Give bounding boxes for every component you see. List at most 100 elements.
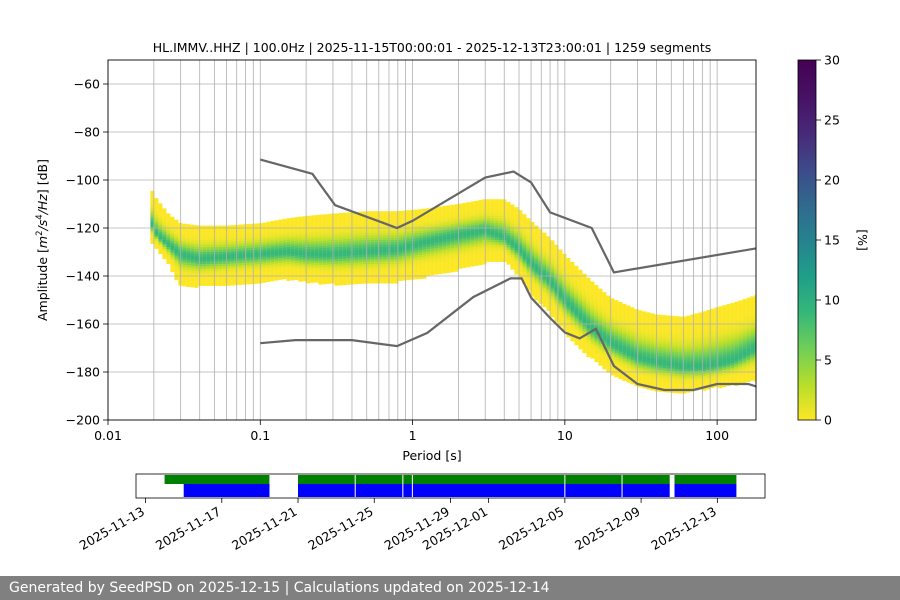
psd-density-cell bbox=[278, 248, 283, 252]
psd-density-cell bbox=[562, 256, 567, 259]
psd-density-cell bbox=[594, 357, 599, 360]
psd-density-cell bbox=[490, 237, 495, 241]
psd-density-cell bbox=[690, 386, 695, 390]
psd-density-cell bbox=[694, 378, 699, 381]
psd-density-cell bbox=[418, 235, 423, 239]
psd-density-cell bbox=[422, 232, 427, 236]
psd-density-cell bbox=[458, 213, 463, 216]
psd-density-cell bbox=[378, 235, 383, 238]
psd-density-cell bbox=[706, 350, 711, 354]
psd-density-cell bbox=[630, 319, 635, 322]
psd-density-cell bbox=[438, 230, 443, 234]
psd-density-cell bbox=[722, 341, 727, 344]
psd-density-cell bbox=[542, 304, 547, 308]
psd-density-cell bbox=[550, 305, 555, 308]
psd-density-cell bbox=[166, 220, 171, 224]
psd-density-cell bbox=[754, 321, 756, 325]
psd-density-cell bbox=[274, 227, 279, 231]
psd-density-cell bbox=[430, 250, 435, 254]
psd-density-cell bbox=[486, 225, 491, 229]
psd-density-cell bbox=[494, 249, 499, 253]
psd-density-cell bbox=[318, 217, 323, 220]
psd-density-cell bbox=[326, 226, 331, 229]
psd-density-cell bbox=[334, 278, 339, 281]
psd-density-cell bbox=[482, 228, 487, 231]
psd-density-cell bbox=[222, 254, 227, 258]
psd-density-cell bbox=[746, 333, 751, 337]
psd-density-cell bbox=[646, 343, 651, 347]
psd-density-cell bbox=[526, 220, 531, 224]
psd-density-cell bbox=[414, 235, 419, 239]
psd-density-cell bbox=[658, 331, 663, 335]
psd-density-cell bbox=[398, 266, 403, 269]
psd-density-cell bbox=[474, 260, 479, 264]
psd-density-cell bbox=[750, 334, 755, 338]
psd-density-cell bbox=[686, 315, 691, 319]
psd-density-cell bbox=[498, 240, 503, 243]
psd-density-cell bbox=[514, 238, 519, 241]
psd-density-cell bbox=[706, 360, 711, 364]
psd-density-cell bbox=[702, 356, 707, 360]
psd-density-cell bbox=[562, 309, 567, 312]
psd-density-cell bbox=[190, 270, 195, 273]
psd-density-cell bbox=[510, 240, 515, 244]
psd-density-cell bbox=[334, 218, 339, 221]
psd-density-cell bbox=[378, 225, 383, 229]
psd-density-cell bbox=[686, 341, 691, 345]
psd-density-cell bbox=[330, 220, 335, 224]
psd-density-cell bbox=[286, 261, 291, 265]
psd-density-cell bbox=[542, 290, 547, 293]
psd-density-cell bbox=[446, 251, 451, 254]
psd-density-cell bbox=[546, 267, 551, 271]
psd-density-cell bbox=[586, 299, 591, 302]
psd-density-cell bbox=[534, 242, 539, 246]
psd-density-cell bbox=[330, 242, 335, 246]
psd-density-cell bbox=[394, 259, 399, 262]
psd-density-cell bbox=[738, 319, 743, 323]
psd-density-cell bbox=[390, 218, 395, 222]
psd-density-cell bbox=[594, 359, 599, 363]
psd-density-cell bbox=[206, 280, 211, 284]
psd-density-cell bbox=[730, 336, 735, 340]
psd-density-cell bbox=[682, 390, 687, 394]
y-tick-label: −200 bbox=[66, 413, 100, 428]
psd-density-cell bbox=[346, 243, 351, 247]
psd-density-cell bbox=[198, 268, 203, 272]
psd-density-cell bbox=[294, 270, 299, 273]
psd-density-cell bbox=[586, 313, 591, 317]
psd-density-cell bbox=[198, 283, 203, 286]
psd-density-cell bbox=[530, 246, 535, 249]
psd-density-cell bbox=[630, 364, 635, 368]
psd-density-cell bbox=[214, 225, 219, 229]
psd-density-cell bbox=[430, 224, 435, 228]
psd-density-cell bbox=[166, 256, 171, 260]
psd-density-cell bbox=[734, 340, 739, 343]
psd-density-cell bbox=[402, 239, 407, 243]
psd-density-cell bbox=[718, 320, 723, 324]
psd-density-cell bbox=[358, 274, 363, 277]
psd-density-cell bbox=[702, 337, 707, 341]
psd-density-cell bbox=[546, 284, 551, 287]
psd-density-cell bbox=[586, 320, 591, 324]
psd-density-cell bbox=[634, 318, 639, 322]
psd-density-cell bbox=[586, 304, 591, 307]
psd-density-cell bbox=[578, 317, 583, 321]
psd-density-cell bbox=[390, 235, 395, 238]
psd-density-cell bbox=[602, 328, 607, 331]
psd-density-cell bbox=[726, 376, 731, 379]
psd-density-cell bbox=[450, 216, 455, 220]
psd-density-cell bbox=[426, 273, 431, 276]
psd-density-cell bbox=[422, 240, 427, 243]
psd-density-cell bbox=[470, 225, 475, 229]
psd-density-cell bbox=[658, 374, 663, 378]
psd-density-cell bbox=[470, 220, 475, 224]
psd-density-cell bbox=[610, 346, 615, 350]
psd-density-cell bbox=[610, 336, 615, 340]
psd-density-cell bbox=[446, 234, 451, 237]
psd-density-cell bbox=[366, 223, 371, 226]
psd-density-cell bbox=[582, 340, 587, 344]
psd-density-cell bbox=[482, 249, 487, 253]
psd-density-cell bbox=[314, 279, 319, 283]
psd-density-cell bbox=[614, 331, 619, 335]
psd-density-cell bbox=[422, 276, 427, 279]
